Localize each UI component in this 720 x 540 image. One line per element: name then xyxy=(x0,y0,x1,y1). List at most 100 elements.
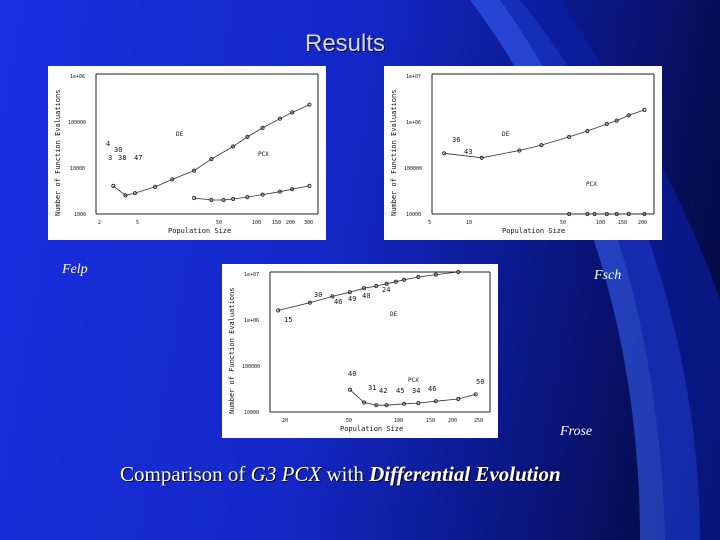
data-label: 42 xyxy=(379,387,387,395)
data-label: 50 xyxy=(476,378,484,386)
data-label: 45 xyxy=(396,387,404,395)
x-tick-label: 150 xyxy=(618,220,627,226)
data-point xyxy=(307,102,312,107)
series-de xyxy=(276,269,461,313)
x-tick-label: 2 xyxy=(98,220,101,226)
y-axis-label: Number of Function Evaluations xyxy=(54,90,62,216)
data-point xyxy=(473,392,478,397)
y-tick-label: 100000 xyxy=(68,120,86,126)
data-point xyxy=(347,387,353,392)
data-label: 38 xyxy=(118,154,126,162)
y-tick-label: 1e+07 xyxy=(244,272,259,278)
chart-felp: Number of Function Evaluations Populatio… xyxy=(54,73,319,235)
x-axis-label: Population Size xyxy=(502,227,565,235)
y-axis-label: Number of Function Evaluations xyxy=(390,90,398,216)
data-point xyxy=(416,274,421,280)
x-tick-label: 5 xyxy=(428,220,431,226)
data-point xyxy=(585,128,590,134)
y-tick-label: 10000 xyxy=(244,410,259,416)
x-tick-label: 50 xyxy=(346,418,352,424)
x-tick-label: 5 xyxy=(136,220,139,226)
series-line xyxy=(194,185,310,201)
data-point xyxy=(479,155,484,160)
data-point xyxy=(374,403,379,408)
data-label: 40 xyxy=(362,292,370,300)
chart-fsch: Number of Function Evaluations Populatio… xyxy=(390,73,655,235)
data-label: 46 xyxy=(428,385,436,393)
data-point xyxy=(347,290,353,295)
data-point xyxy=(123,193,128,198)
series-pcx xyxy=(192,183,312,203)
x-tick-label: 20 xyxy=(282,418,288,424)
x-tick-label: 100 xyxy=(252,220,261,226)
data-point xyxy=(276,308,281,313)
data-label: 30 xyxy=(114,146,122,154)
data-point xyxy=(442,151,447,156)
annotation-pcx: PCX xyxy=(586,181,597,188)
data-point xyxy=(416,401,421,406)
data-point xyxy=(626,113,631,118)
data-label: 43 xyxy=(464,148,472,156)
data-point xyxy=(362,400,367,405)
label-felp: Felp xyxy=(62,262,88,277)
annotation-de: DE xyxy=(502,131,510,138)
series-line xyxy=(113,104,310,196)
chart-felp-panel: Number of Function Evaluations Populatio… xyxy=(48,66,326,240)
series-de xyxy=(111,102,312,198)
data-label: 24 xyxy=(382,286,390,294)
data-point xyxy=(170,177,175,182)
caption-text: Comparison of xyxy=(120,462,251,486)
x-tick-label: 100 xyxy=(596,220,605,226)
series-pcx xyxy=(347,387,478,408)
data-label: 36 xyxy=(452,136,460,144)
caption-g3pcx: G3 PCX xyxy=(250,462,322,486)
y-tick-label: 100000 xyxy=(242,364,260,370)
data-point xyxy=(277,116,282,121)
data-point xyxy=(384,281,389,286)
data-label: 4 xyxy=(106,140,110,148)
x-axis-label: Population Size xyxy=(340,425,403,433)
chart-fsch-panel: Number of Function Evaluations Populatio… xyxy=(384,66,662,240)
label-frose: Frose xyxy=(560,424,593,439)
chart-frose: Number of Function Evaluations Populatio… xyxy=(228,269,491,433)
y-tick-label: 1e+06 xyxy=(70,74,85,80)
data-point xyxy=(277,189,282,194)
y-tick-label: 100000 xyxy=(404,166,422,172)
data-point xyxy=(585,211,590,217)
data-point xyxy=(209,197,214,203)
series-de xyxy=(442,107,647,160)
data-label: 30 xyxy=(314,291,322,299)
caption-de: Differential Evolution xyxy=(369,462,561,486)
x-tick-label: 50 xyxy=(216,220,222,226)
data-point xyxy=(245,134,250,140)
data-point xyxy=(290,187,295,192)
data-label: 34 xyxy=(412,387,420,395)
data-point xyxy=(153,184,158,190)
data-label: 3 xyxy=(108,154,112,162)
x-tick-label: 100 xyxy=(394,418,403,424)
data-point xyxy=(433,272,438,277)
data-point xyxy=(402,401,407,406)
data-point xyxy=(517,148,522,153)
slide-caption: Comparison of G3 PCX with Differential E… xyxy=(120,462,561,487)
x-tick-label: 150 xyxy=(426,418,435,424)
label-fsch: Fsch xyxy=(594,268,622,283)
y-tick-label: 1e+06 xyxy=(244,318,259,324)
data-point xyxy=(231,144,236,149)
y-tick-label: 10000 xyxy=(406,212,421,218)
data-point xyxy=(192,168,197,173)
x-tick-label: 250 xyxy=(474,418,483,424)
data-point xyxy=(642,211,647,217)
data-point xyxy=(402,277,407,282)
y-axis-label: Number of Function Evaluations xyxy=(228,288,236,414)
data-point xyxy=(614,118,619,123)
data-point xyxy=(209,157,214,162)
data-label: 40 xyxy=(348,370,356,378)
annotation-de: DE xyxy=(390,311,398,318)
data-label: 46 xyxy=(334,298,342,306)
data-point xyxy=(604,211,609,217)
chart-frose-panel: Number of Function Evaluations Populatio… xyxy=(222,264,498,438)
y-tick-label: 1e+07 xyxy=(406,74,421,80)
data-label: 47 xyxy=(134,154,142,162)
